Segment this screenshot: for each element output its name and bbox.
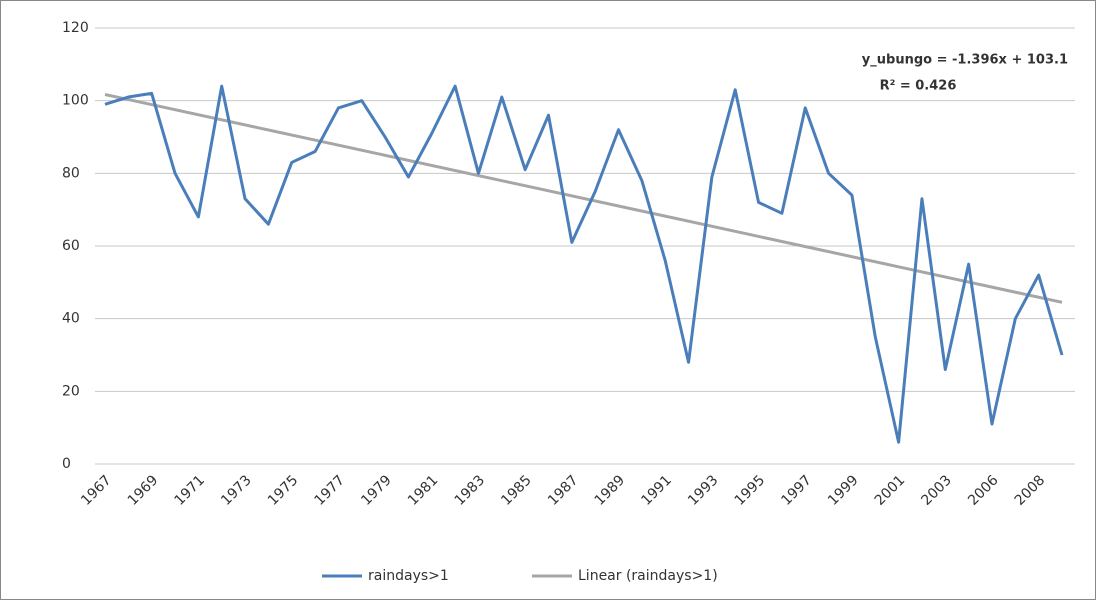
y-tick-label: 120 (62, 20, 89, 36)
trend-equation: y_ubungo = -1.396x + 103.1 (862, 53, 1068, 68)
data-line (104, 84, 1064, 444)
y-tick-label: 60 (62, 238, 80, 254)
r-squared: R² = 0.426 (880, 79, 957, 94)
y-tick-label: 20 (62, 383, 80, 399)
trendline (104, 93, 1063, 304)
y-tick-label: 40 (62, 311, 80, 327)
y-tick-label: 0 (62, 456, 71, 472)
y-tick-label: 80 (62, 165, 80, 181)
legend-label: raindays>1 (368, 568, 449, 584)
y-tick-label: 100 (62, 93, 89, 109)
legend-label: Linear (raindays>1) (578, 568, 718, 584)
